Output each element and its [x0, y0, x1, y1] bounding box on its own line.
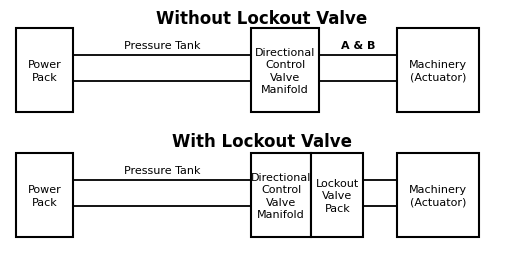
Text: Machinery
(Actuator): Machinery (Actuator)	[409, 184, 467, 207]
Text: Power
Pack: Power Pack	[28, 184, 61, 207]
Text: Without Lockout Valve: Without Lockout Valve	[156, 10, 367, 28]
Bar	[311, 154, 363, 237]
Text: With Lockout Valve: With Lockout Valve	[172, 132, 351, 150]
Text: Directional
Control
Valve
Manifold: Directional Control Valve Manifold	[251, 172, 311, 219]
Bar	[251, 29, 319, 113]
Text: A & B: A & B	[341, 41, 376, 51]
Text: Pressure Tank: Pressure Tank	[124, 165, 200, 175]
Bar	[16, 29, 73, 113]
Bar	[397, 29, 479, 113]
Text: Lockout
Valve
Pack: Lockout Valve Pack	[316, 178, 359, 213]
Bar	[251, 154, 311, 237]
Text: Directional
Control
Valve
Manifold: Directional Control Valve Manifold	[255, 47, 315, 95]
Text: Power
Pack: Power Pack	[28, 60, 61, 82]
Bar	[16, 154, 73, 237]
Text: Machinery
(Actuator): Machinery (Actuator)	[409, 60, 467, 82]
Text: Pressure Tank: Pressure Tank	[124, 41, 200, 51]
Bar	[397, 154, 479, 237]
